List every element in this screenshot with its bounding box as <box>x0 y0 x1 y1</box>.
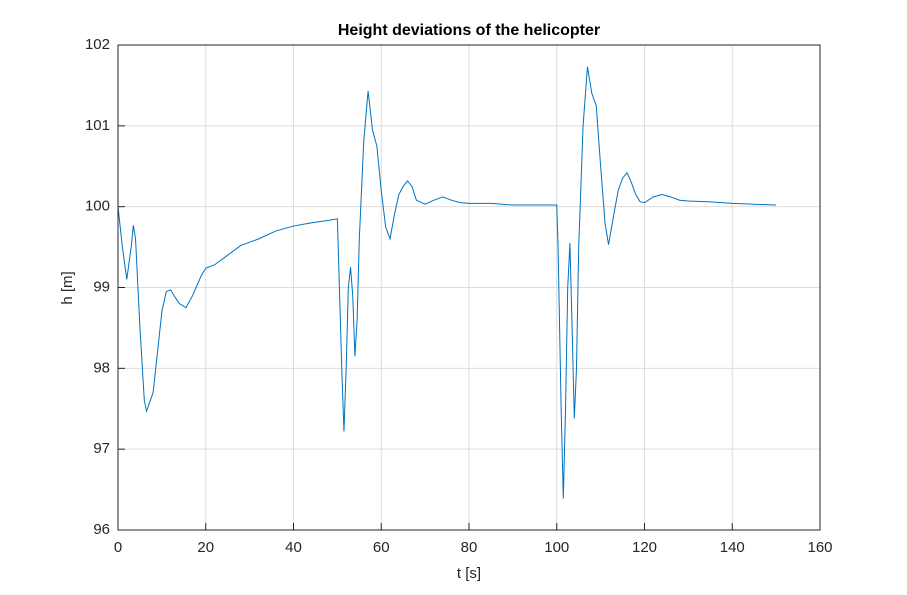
x-tick-label: 140 <box>720 539 745 556</box>
y-tick-label: 102 <box>85 36 110 53</box>
y-tick-label: 96 <box>93 521 110 538</box>
x-tick-label: 0 <box>114 539 122 556</box>
x-tick-label: 160 <box>807 539 832 556</box>
x-tick-label: 120 <box>632 539 657 556</box>
data-line <box>117 66 777 499</box>
grid <box>117 44 821 531</box>
x-tick-label: 100 <box>544 539 569 556</box>
x-tick-label: 40 <box>285 539 302 556</box>
y-tick-label: 100 <box>85 198 110 215</box>
plot-area <box>117 66 777 499</box>
y-axis-label: h [m] <box>59 271 76 304</box>
y-tick-label: 97 <box>93 440 110 457</box>
x-tick-label: 80 <box>461 539 478 556</box>
chart-title: Height deviations of the helicopter <box>338 22 600 39</box>
y-tick-label: 101 <box>85 117 110 134</box>
x-axis-label: t [s] <box>457 565 481 582</box>
x-tick-label: 60 <box>373 539 390 556</box>
x-tick-label: 20 <box>197 539 214 556</box>
y-tick-label: 98 <box>93 359 110 376</box>
y-tick-label: 99 <box>93 278 110 295</box>
